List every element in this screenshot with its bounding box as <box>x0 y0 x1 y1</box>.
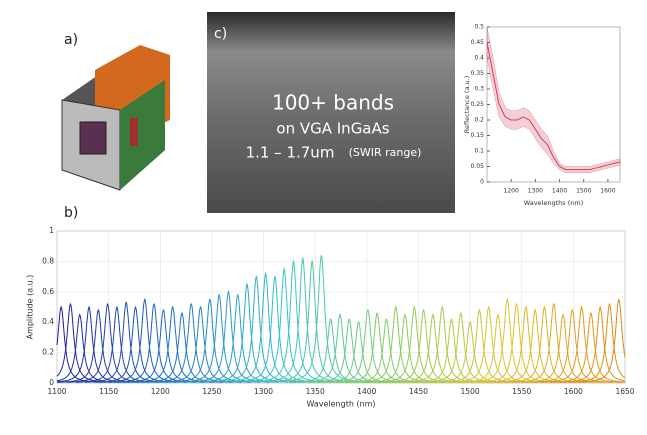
sensor-image <box>207 12 455 213</box>
y-tick-label: 0.35 <box>471 70 485 77</box>
y-tick-label: 0.1 <box>474 148 484 155</box>
x-tick-label: 1600 <box>600 188 615 195</box>
x-axis-label: Wavelengths (nm) <box>524 199 584 207</box>
y-tick-label: 0 <box>480 179 484 186</box>
y-tick-label: 0.5 <box>474 24 484 31</box>
overlay-text: (SWIR range) <box>349 146 422 159</box>
y-tick-label: 0.2 <box>42 348 54 357</box>
x-tick-label: 1150 <box>99 387 118 396</box>
y-tick-label: 0.15 <box>471 132 485 139</box>
x-tick-label: 1550 <box>512 387 531 396</box>
x-tick-label: 1250 <box>202 387 221 396</box>
band-peak <box>531 308 614 383</box>
error-band <box>486 26 621 173</box>
band-peak <box>577 298 626 383</box>
x-tick-label: 1600 <box>564 387 583 396</box>
y-tick-label: 0 <box>49 378 54 387</box>
x-axis-label: Wavelength (nm) <box>306 400 375 409</box>
camera-image <box>61 45 170 191</box>
y-axis-label: Reflectance (a.u.) <box>463 76 471 134</box>
y-tick-label: 0.4 <box>474 55 484 62</box>
panel-label: b) <box>64 205 78 221</box>
y-tick-label: 0.45 <box>471 39 485 46</box>
x-tick-label: 1350 <box>306 387 325 396</box>
x-tick-label: 1300 <box>254 387 273 396</box>
x-tick-label: 1500 <box>576 188 591 195</box>
panel-label: c) <box>214 26 227 42</box>
overlay-text: 1.1 – 1.7um <box>246 144 335 162</box>
band-peak <box>233 274 317 383</box>
panel-label: a) <box>64 32 78 48</box>
band-peak <box>558 305 625 383</box>
overlay-text: 100+ bands <box>272 91 394 115</box>
x-tick-label: 1200 <box>504 188 519 195</box>
x-tick-label: 1500 <box>461 387 480 396</box>
x-tick-label: 1650 <box>615 387 634 396</box>
x-tick-label: 1100 <box>47 387 66 396</box>
x-tick-label: 1400 <box>552 188 567 195</box>
y-axis-label: Amplitude (a.u.) <box>26 275 35 340</box>
y-tick-label: 0.4 <box>42 317 54 326</box>
x-tick-label: 1450 <box>409 387 428 396</box>
x-tick-label: 1300 <box>528 188 543 195</box>
line <box>486 42 621 171</box>
y-tick-label: 0.2 <box>474 117 484 124</box>
y-tick-label: 1 <box>49 226 54 235</box>
plot-area <box>56 230 626 384</box>
y-tick-label: 0.8 <box>42 256 54 265</box>
y-tick-label: 0.6 <box>42 287 54 296</box>
x-tick-label: 1200 <box>151 387 170 396</box>
y-tick-label: 0.05 <box>471 163 485 170</box>
y-tick-label: 0.3 <box>474 86 484 93</box>
x-tick-label: 1400 <box>357 387 376 396</box>
y-tick-label: 0.25 <box>471 101 485 108</box>
band-peak <box>540 305 623 383</box>
overlay-text: on VGA InGaAs <box>276 120 389 138</box>
